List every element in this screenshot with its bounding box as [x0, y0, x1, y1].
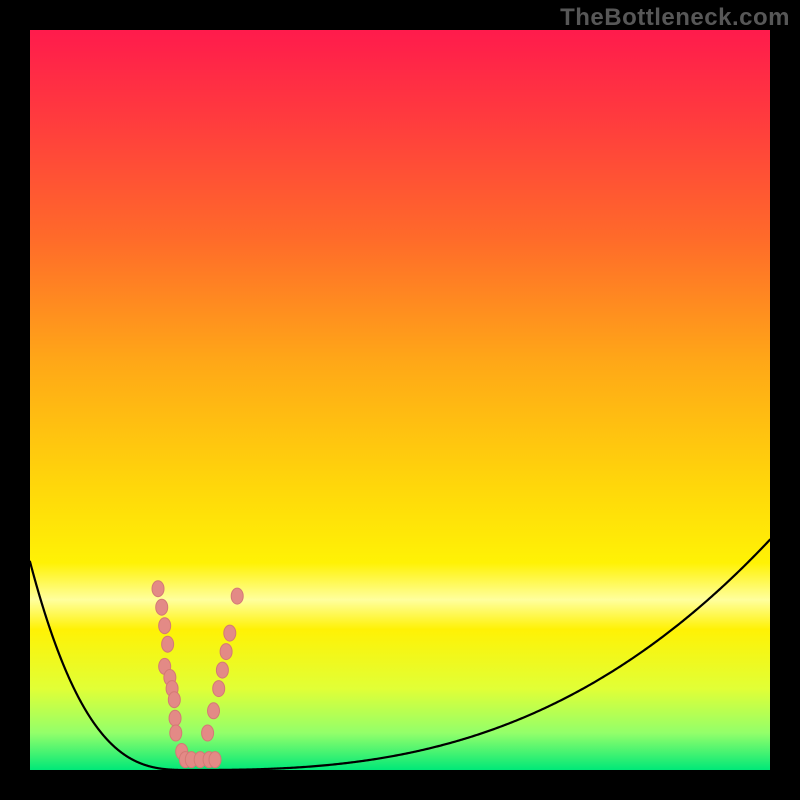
bench-point: [169, 710, 181, 726]
bench-point: [168, 692, 180, 708]
bench-point: [152, 581, 164, 597]
watermark-label: TheBottleneck.com: [560, 4, 790, 32]
bench-point: [213, 681, 225, 697]
bench-point: [231, 588, 243, 604]
bench-point: [220, 644, 232, 660]
bench-point: [162, 636, 174, 652]
bench-point: [156, 599, 168, 615]
bench-point: [224, 625, 236, 641]
bench-point: [159, 618, 171, 634]
bench-point: [170, 725, 182, 741]
bench-point: [208, 703, 220, 719]
bench-point: [202, 725, 214, 741]
bottleneck-chart-svg: [0, 0, 800, 800]
chart-background: [30, 30, 770, 770]
chart-container: TheBottleneck.com: [0, 0, 800, 800]
bench-point: [209, 752, 221, 768]
bench-point: [216, 662, 228, 678]
